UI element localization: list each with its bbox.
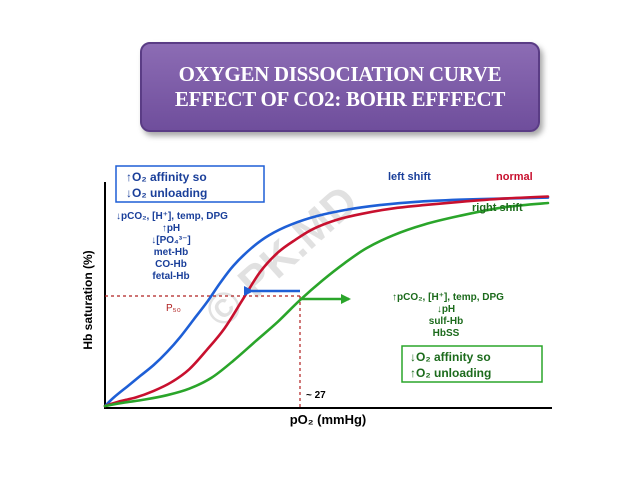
left-cause-1: ↓pCO₂, [H⁺], temp, DPG [116, 211, 228, 222]
right-effect-box [401, 345, 543, 383]
left-cause-3: ↓[PO₄³⁻] [151, 235, 190, 246]
left-cause-5: CO-Hb [155, 259, 187, 270]
x-axis-label: pO₂ (mmHg) [290, 412, 367, 427]
curve-normal [103, 195, 550, 408]
legend-normal: normal [496, 171, 533, 183]
slide-title-line-2: EFFECT OF CO2: BOHR EFFFECT [174, 87, 506, 111]
p50-label: P₅₀ [166, 303, 181, 314]
y-axis-label: Hb saturation (%) [81, 250, 95, 349]
left-effect-box [115, 165, 265, 203]
left-cause-6: fetal-Hb [152, 271, 189, 282]
right-cause-3: sulf-Hb [429, 316, 463, 327]
right-cause-2: ↓pH [437, 304, 455, 315]
legend-left-shift: left shift [388, 171, 431, 183]
right-box-line-1: ↓O₂ affinity so [410, 350, 491, 364]
p50-value-label: ~ 27 [306, 390, 326, 401]
right-cause-1: ↑pCO₂, [H⁺], temp, DPG [392, 292, 504, 303]
curve-left-shift [103, 196, 550, 408]
left-cause-2: ↑pH [162, 223, 180, 234]
slide-title-box: OXYGEN DISSOCIATION CURVE EFFECT OF CO2:… [140, 42, 540, 132]
slide-title-line-1: OXYGEN DISSOCIATION CURVE [178, 62, 502, 86]
curve-right-shift [103, 201, 550, 408]
left-cause-4: met-Hb [154, 247, 188, 258]
left-box-line-1: ↑O₂ affinity so [126, 170, 207, 184]
legend-right-shift: right shift [472, 202, 523, 214]
right-box-line-2: ↑O₂ unloading [410, 366, 491, 380]
left-box-line-2: ↓O₂ unloading [126, 186, 207, 200]
right-cause-4: HbSS [433, 328, 460, 339]
